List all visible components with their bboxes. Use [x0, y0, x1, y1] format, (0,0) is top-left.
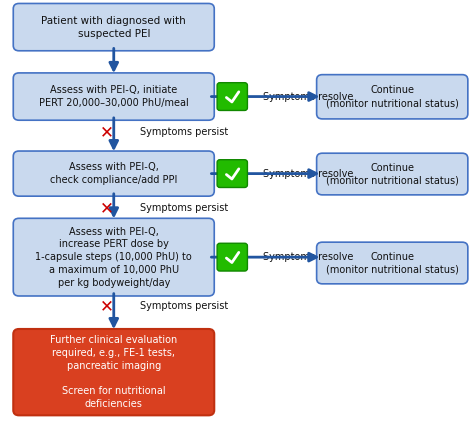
Text: Symptoms resolve: Symptoms resolve — [263, 168, 354, 179]
FancyBboxPatch shape — [13, 151, 214, 196]
Text: Assess with PEI-Q,
check compliance/add PPI: Assess with PEI-Q, check compliance/add … — [50, 162, 177, 185]
Text: Symptoms resolve: Symptoms resolve — [263, 92, 354, 102]
FancyBboxPatch shape — [317, 153, 468, 195]
FancyBboxPatch shape — [217, 160, 247, 187]
FancyBboxPatch shape — [217, 243, 247, 271]
Text: ✕: ✕ — [100, 297, 114, 315]
Text: Continue
(monitor nutritional status): Continue (monitor nutritional status) — [326, 163, 459, 185]
Text: Continue
(monitor nutritional status): Continue (monitor nutritional status) — [326, 252, 459, 274]
FancyBboxPatch shape — [13, 73, 214, 120]
FancyBboxPatch shape — [217, 82, 247, 111]
Text: ✕: ✕ — [100, 199, 114, 217]
Text: Assess with PEI-Q, initiate
PERT 20,000–30,000 PhU/meal: Assess with PEI-Q, initiate PERT 20,000–… — [39, 85, 189, 108]
Text: Patient with diagnosed with
suspected PEI: Patient with diagnosed with suspected PE… — [41, 16, 186, 39]
Text: Continue
(monitor nutritional status): Continue (monitor nutritional status) — [326, 85, 459, 108]
Text: Symptoms persist: Symptoms persist — [140, 301, 228, 311]
Text: Symptoms persist: Symptoms persist — [140, 127, 228, 138]
FancyBboxPatch shape — [317, 242, 468, 284]
Text: ✕: ✕ — [100, 123, 114, 141]
FancyBboxPatch shape — [13, 218, 214, 296]
Text: Symptoms resolve: Symptoms resolve — [263, 252, 354, 262]
Text: Further clinical evaluation
required, e.g., FE-1 tests,
pancreatic imaging

Scre: Further clinical evaluation required, e.… — [50, 335, 177, 409]
FancyBboxPatch shape — [13, 329, 214, 415]
FancyBboxPatch shape — [13, 3, 214, 51]
Text: Assess with PEI-Q,
increase PERT dose by
1-capsule steps (10,000 PhU) to
a maxim: Assess with PEI-Q, increase PERT dose by… — [36, 227, 192, 288]
Text: Symptoms persist: Symptoms persist — [140, 203, 228, 214]
FancyBboxPatch shape — [317, 75, 468, 119]
